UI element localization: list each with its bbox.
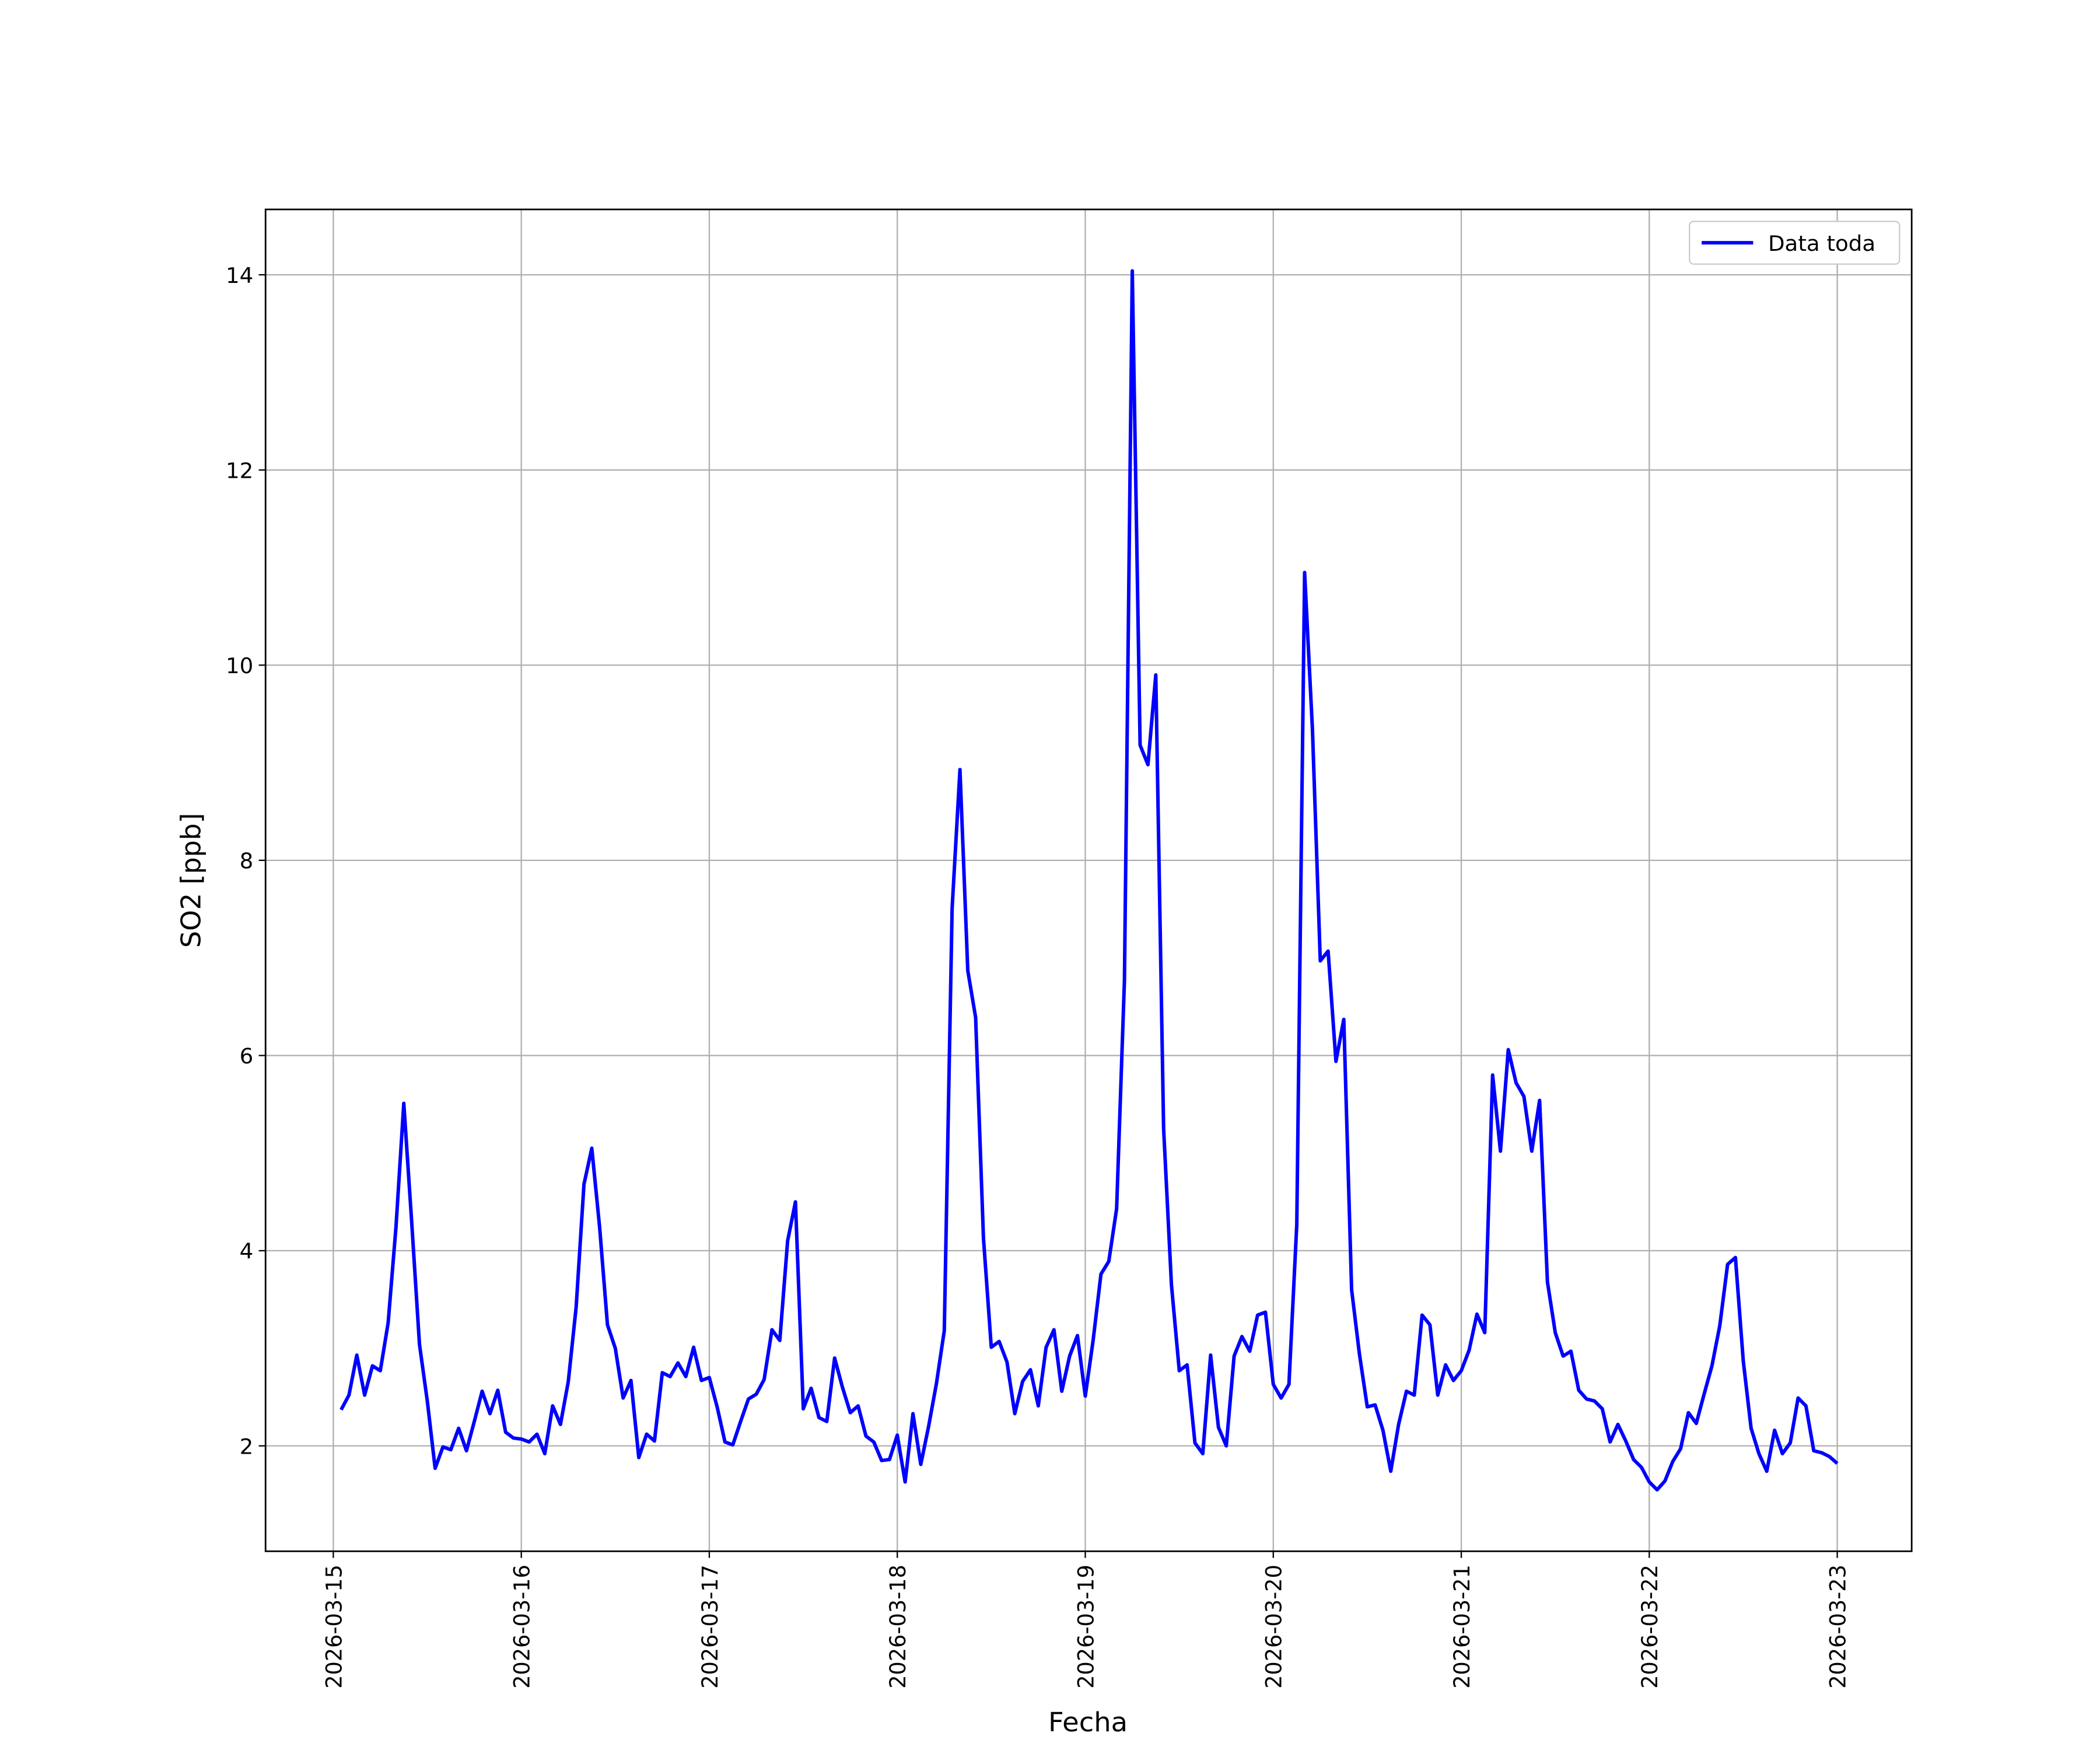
y-tick-label: 6 bbox=[240, 1044, 254, 1069]
x-tick-label: 2026-03-23 bbox=[1825, 1564, 1850, 1689]
legend-box bbox=[1689, 220, 1901, 265]
y-tick-label: 12 bbox=[226, 459, 253, 484]
legend-label: Data toda bbox=[1768, 231, 1875, 256]
y-tick-label: 8 bbox=[240, 849, 254, 874]
axes-frame bbox=[264, 208, 1913, 1552]
x-tick-label: 2026-03-16 bbox=[509, 1564, 534, 1689]
x-tick-label: 2026-03-19 bbox=[1073, 1564, 1098, 1689]
x-axis-label: Fecha bbox=[1048, 1706, 1128, 1738]
x-tick-label: 2026-03-15 bbox=[321, 1564, 346, 1689]
x-tick-label: 2026-03-18 bbox=[886, 1564, 911, 1689]
x-tick-label: 2026-03-17 bbox=[698, 1564, 723, 1689]
grid bbox=[265, 209, 1912, 1552]
plot-area bbox=[340, 269, 1839, 1492]
y-axis-label: SO2 [ppb] bbox=[175, 813, 206, 947]
y-tick-label: 10 bbox=[226, 653, 253, 678]
y-tick-label: 4 bbox=[240, 1239, 254, 1264]
data-line bbox=[340, 269, 1839, 1492]
legend: Data toda bbox=[1689, 220, 1901, 265]
x-tick-label: 2026-03-21 bbox=[1450, 1564, 1475, 1689]
y-tick-label: 14 bbox=[226, 263, 253, 288]
x-tick-label: 2026-03-22 bbox=[1637, 1564, 1662, 1689]
y-tick-label: 2 bbox=[240, 1434, 254, 1460]
x-tick-label: 2026-03-20 bbox=[1261, 1564, 1286, 1689]
